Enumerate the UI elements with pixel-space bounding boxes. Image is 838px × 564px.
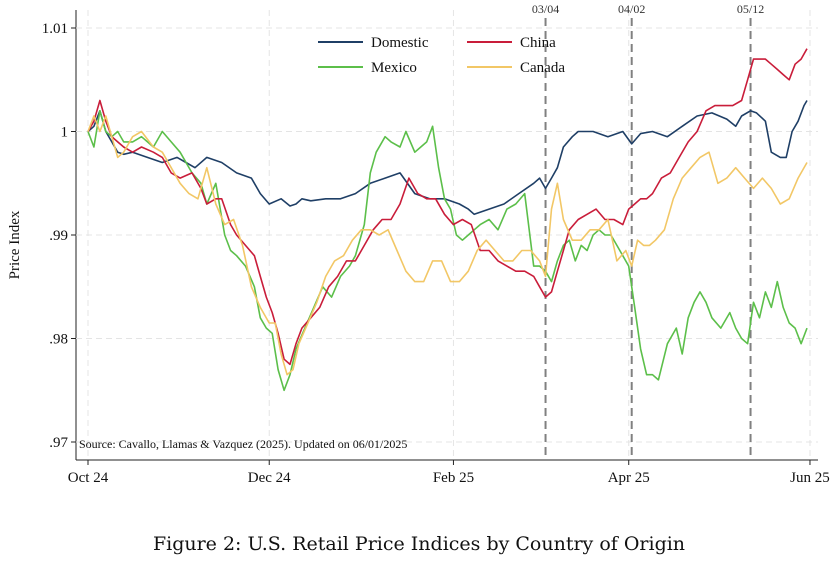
figure-caption: Figure 2: U.S. Retail Price Indices by C… bbox=[152, 533, 686, 555]
x-tick-label: Oct 24 bbox=[68, 470, 109, 486]
source-annotation: Source: Cavallo, Llamas & Vazquez (2025)… bbox=[79, 437, 407, 451]
legend-label-domestic: Domestic bbox=[371, 35, 429, 51]
legend-label-china: China bbox=[520, 35, 556, 51]
event-label: 03/04 bbox=[532, 2, 559, 16]
legend-label-mexico: Mexico bbox=[371, 60, 417, 76]
x-tick-label: Apr 25 bbox=[608, 470, 650, 486]
y-axis-label: Price Index bbox=[7, 210, 23, 279]
series-line-canada bbox=[87, 115, 808, 376]
x-tick-label: Jun 25 bbox=[790, 470, 830, 486]
x-tick-label: Dec 24 bbox=[248, 470, 291, 486]
series-line-domestic bbox=[87, 100, 808, 216]
line-chart: .97 .98 .99 1 1.01 Oct 24 Dec 24 Feb 25 Apr 25 Ju… bbox=[7, 2, 830, 486]
y-tick-label: .99 bbox=[49, 228, 68, 244]
y-tick-label: 1.01 bbox=[42, 21, 68, 37]
event-label: 05/12 bbox=[737, 2, 764, 16]
series-line-mexico bbox=[87, 110, 808, 392]
y-tick-label: 1 bbox=[61, 125, 69, 141]
series-line-china bbox=[87, 48, 808, 366]
event-label: 04/02 bbox=[618, 2, 645, 16]
y-tick-label: .98 bbox=[49, 332, 68, 348]
legend-label-canada: Canada bbox=[520, 60, 565, 76]
y-tick-label: .97 bbox=[49, 435, 68, 451]
x-tick-label: Feb 25 bbox=[433, 470, 474, 486]
